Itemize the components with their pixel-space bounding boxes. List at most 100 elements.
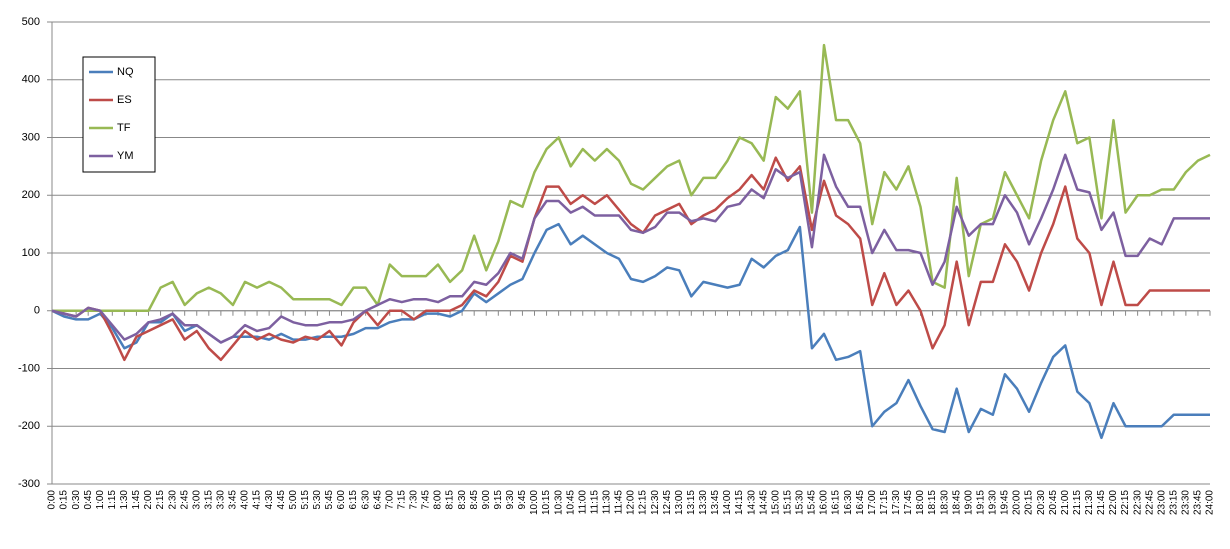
x-tick-label: 0:00 [47,490,58,510]
x-tick-label: 17:00 [867,490,878,515]
series-line [51,156,1210,362]
x-tick-label: 8:30 [457,490,468,510]
series-line [51,153,1210,344]
x-tick-label: 6:45 [372,490,383,510]
x-tick-label: 13:30 [698,490,709,515]
x-tick-label: 7:15 [396,490,407,510]
x-tick-label: 14:00 [722,490,733,515]
legend-label: YM [117,150,134,162]
x-tick-label: 12:00 [626,490,637,515]
x-tick-label: 8:00 [433,490,444,510]
x-tick-label: 6:15 [348,490,359,510]
x-tick-label: 2:45 [179,490,190,510]
x-tick-label: 23:30 [1181,490,1192,515]
x-tick-label: 1:15 [107,490,118,510]
x-tick-label: 3:30 [216,490,227,510]
x-tick-label: 23:15 [1168,490,1179,515]
x-tick-label: 4:00 [240,490,251,510]
x-tick-label: 16:15 [831,490,842,515]
x-tick-label: 5:15 [300,490,311,510]
x-tick-label: 19:15 [975,490,986,515]
x-tick-label: 3:00 [191,490,202,510]
x-tick-label: 11:45 [614,490,625,515]
x-tick-label: 5:30 [312,490,323,510]
x-tick-label: 23:00 [1156,490,1167,515]
x-tick-label: 2:30 [167,490,178,510]
x-tick-label: 2:00 [143,490,154,510]
x-tick-label: 11:15 [589,490,600,515]
x-tick-label: 3:15 [203,490,214,510]
x-tick-label: 10:30 [553,490,564,515]
x-tick-label: 15:30 [795,490,806,515]
x-tick-label: 22:45 [1144,490,1155,515]
x-tick-label: 22:00 [1108,490,1119,515]
x-tick-label: 11:30 [602,490,613,515]
x-tick-label: 3:45 [228,490,239,510]
x-tick-label: 4:30 [264,490,275,510]
x-tick-label: 2:15 [155,490,166,510]
legend-label: NQ [117,66,134,78]
x-tick-label: 11:00 [577,490,588,515]
x-tick-label: 15:00 [770,490,781,515]
x-tick-label: 7:00 [384,490,395,510]
x-tick-label: 17:30 [891,490,902,515]
x-tick-label: 1:00 [95,490,106,510]
x-tick-label: 9:15 [493,490,504,510]
x-tick-label: 0:15 [59,490,70,510]
y-tick-label: 100 [22,247,40,259]
y-tick-label: 500 [22,16,40,28]
x-tick-label: 13:15 [686,490,697,515]
y-tick-label: 400 [22,74,40,86]
x-tick-label: 13:00 [674,490,685,515]
x-tick-label: 5:00 [288,490,299,510]
x-tick-label: 24:00 [1205,490,1216,515]
x-tick-label: 16:45 [855,490,866,515]
x-tick-label: 4:45 [276,490,287,510]
x-tick-label: 21:00 [1060,490,1071,515]
x-tick-label: 18:30 [939,490,950,515]
x-tick-label: 10:45 [565,490,576,515]
legend-box [82,56,156,173]
x-tick-label: 8:45 [469,490,480,510]
x-tick-label: 8:15 [445,490,456,510]
x-tick-label: 17:15 [879,490,890,515]
x-tick-label: 10:15 [541,490,552,515]
x-tick-label: 0:45 [83,490,94,510]
x-tick-label: 9:30 [505,490,516,510]
x-tick-label: 5:45 [324,490,335,510]
x-tick-label: 17:45 [903,490,914,515]
x-tick-label: 16:30 [843,490,854,515]
x-tick-label: 20:45 [1048,490,1059,515]
x-tick-label: 22:30 [1132,490,1143,515]
y-tick-label: -100 [18,362,40,374]
x-tick-label: 7:45 [421,490,432,510]
x-tick-label: 18:45 [951,490,962,515]
y-tick-label: 200 [22,189,40,201]
x-tick-label: 19:45 [1000,490,1011,515]
y-tick-label: -200 [18,420,40,432]
x-tick-label: 18:00 [915,490,926,515]
x-tick-label: 9:00 [481,490,492,510]
x-tick-label: 15:15 [782,490,793,515]
x-tick-label: 20:00 [1012,490,1023,515]
x-tick-label: 1:30 [119,490,130,510]
x-tick-label: 21:30 [1084,490,1095,515]
x-tick-label: 6:00 [336,490,347,510]
legend-label: ES [117,94,132,106]
x-tick-label: 15:45 [807,490,818,515]
x-tick-label: 1:45 [131,490,142,510]
x-tick-label: 7:30 [409,490,420,510]
legend: NQ ES TF YM [82,56,156,173]
x-tick-label: 22:15 [1120,490,1131,515]
x-tick-label: 12:45 [662,490,673,515]
x-tick-label: 21:45 [1096,490,1107,515]
x-tick-label: 23:45 [1193,490,1204,515]
x-tick-label: 12:15 [638,490,649,515]
x-tick-label: 12:30 [650,490,661,515]
x-tick-label: 6:30 [360,490,371,510]
x-tick-label: 14:15 [734,490,745,515]
x-tick-label: 16:00 [819,490,830,515]
x-tick-label: 9:45 [517,490,528,510]
x-tick-label: 4:15 [252,490,263,510]
x-tick-label: 20:15 [1024,490,1035,515]
